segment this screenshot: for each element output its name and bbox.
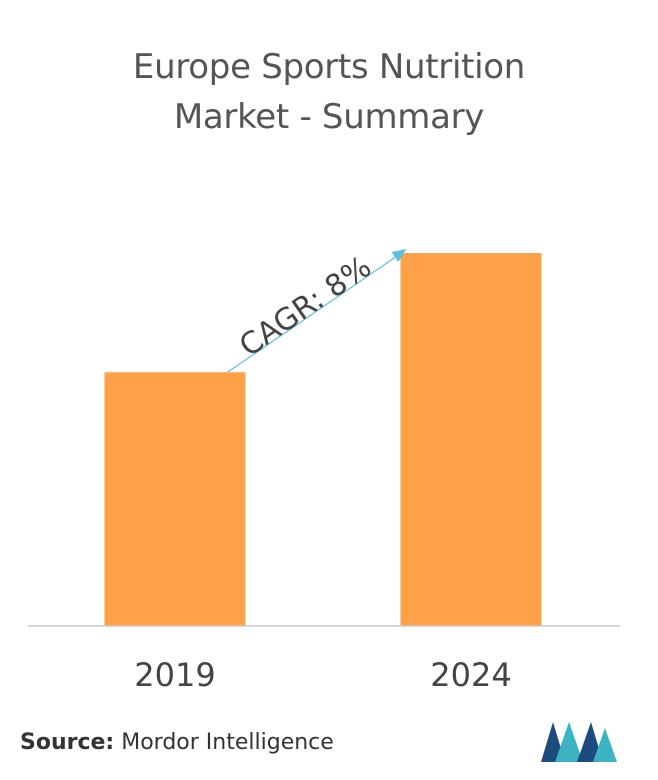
cagr-arrow-head (391, 249, 407, 262)
bar-chart: 2019 2024 CAGR: 8% (28, 249, 620, 694)
chart-title: Europe Sports Nutrition Market - Summary (0, 42, 658, 142)
chart-title-line-2: Market - Summary (173, 97, 485, 137)
source-note: Source: Mordor Intelligence (20, 730, 334, 755)
cagr-arrow-line (227, 254, 399, 373)
logo-right-peak (577, 722, 603, 762)
x-tick-label-2024: 2024 (430, 656, 511, 694)
bar-2019 (104, 372, 246, 626)
cagr-label: CAGR: 8% (233, 249, 378, 364)
bar-2024 (400, 253, 542, 626)
mordor-intelligence-logo (541, 722, 617, 762)
source-label: Source: (20, 730, 115, 755)
logo-middle-peak (555, 722, 583, 762)
source-text: Mordor Intelligence (121, 730, 334, 755)
logo-far-peak (593, 728, 617, 762)
x-tick-label-2019: 2019 (134, 656, 215, 694)
chart-title-line-1: Europe Sports Nutrition (132, 47, 526, 87)
